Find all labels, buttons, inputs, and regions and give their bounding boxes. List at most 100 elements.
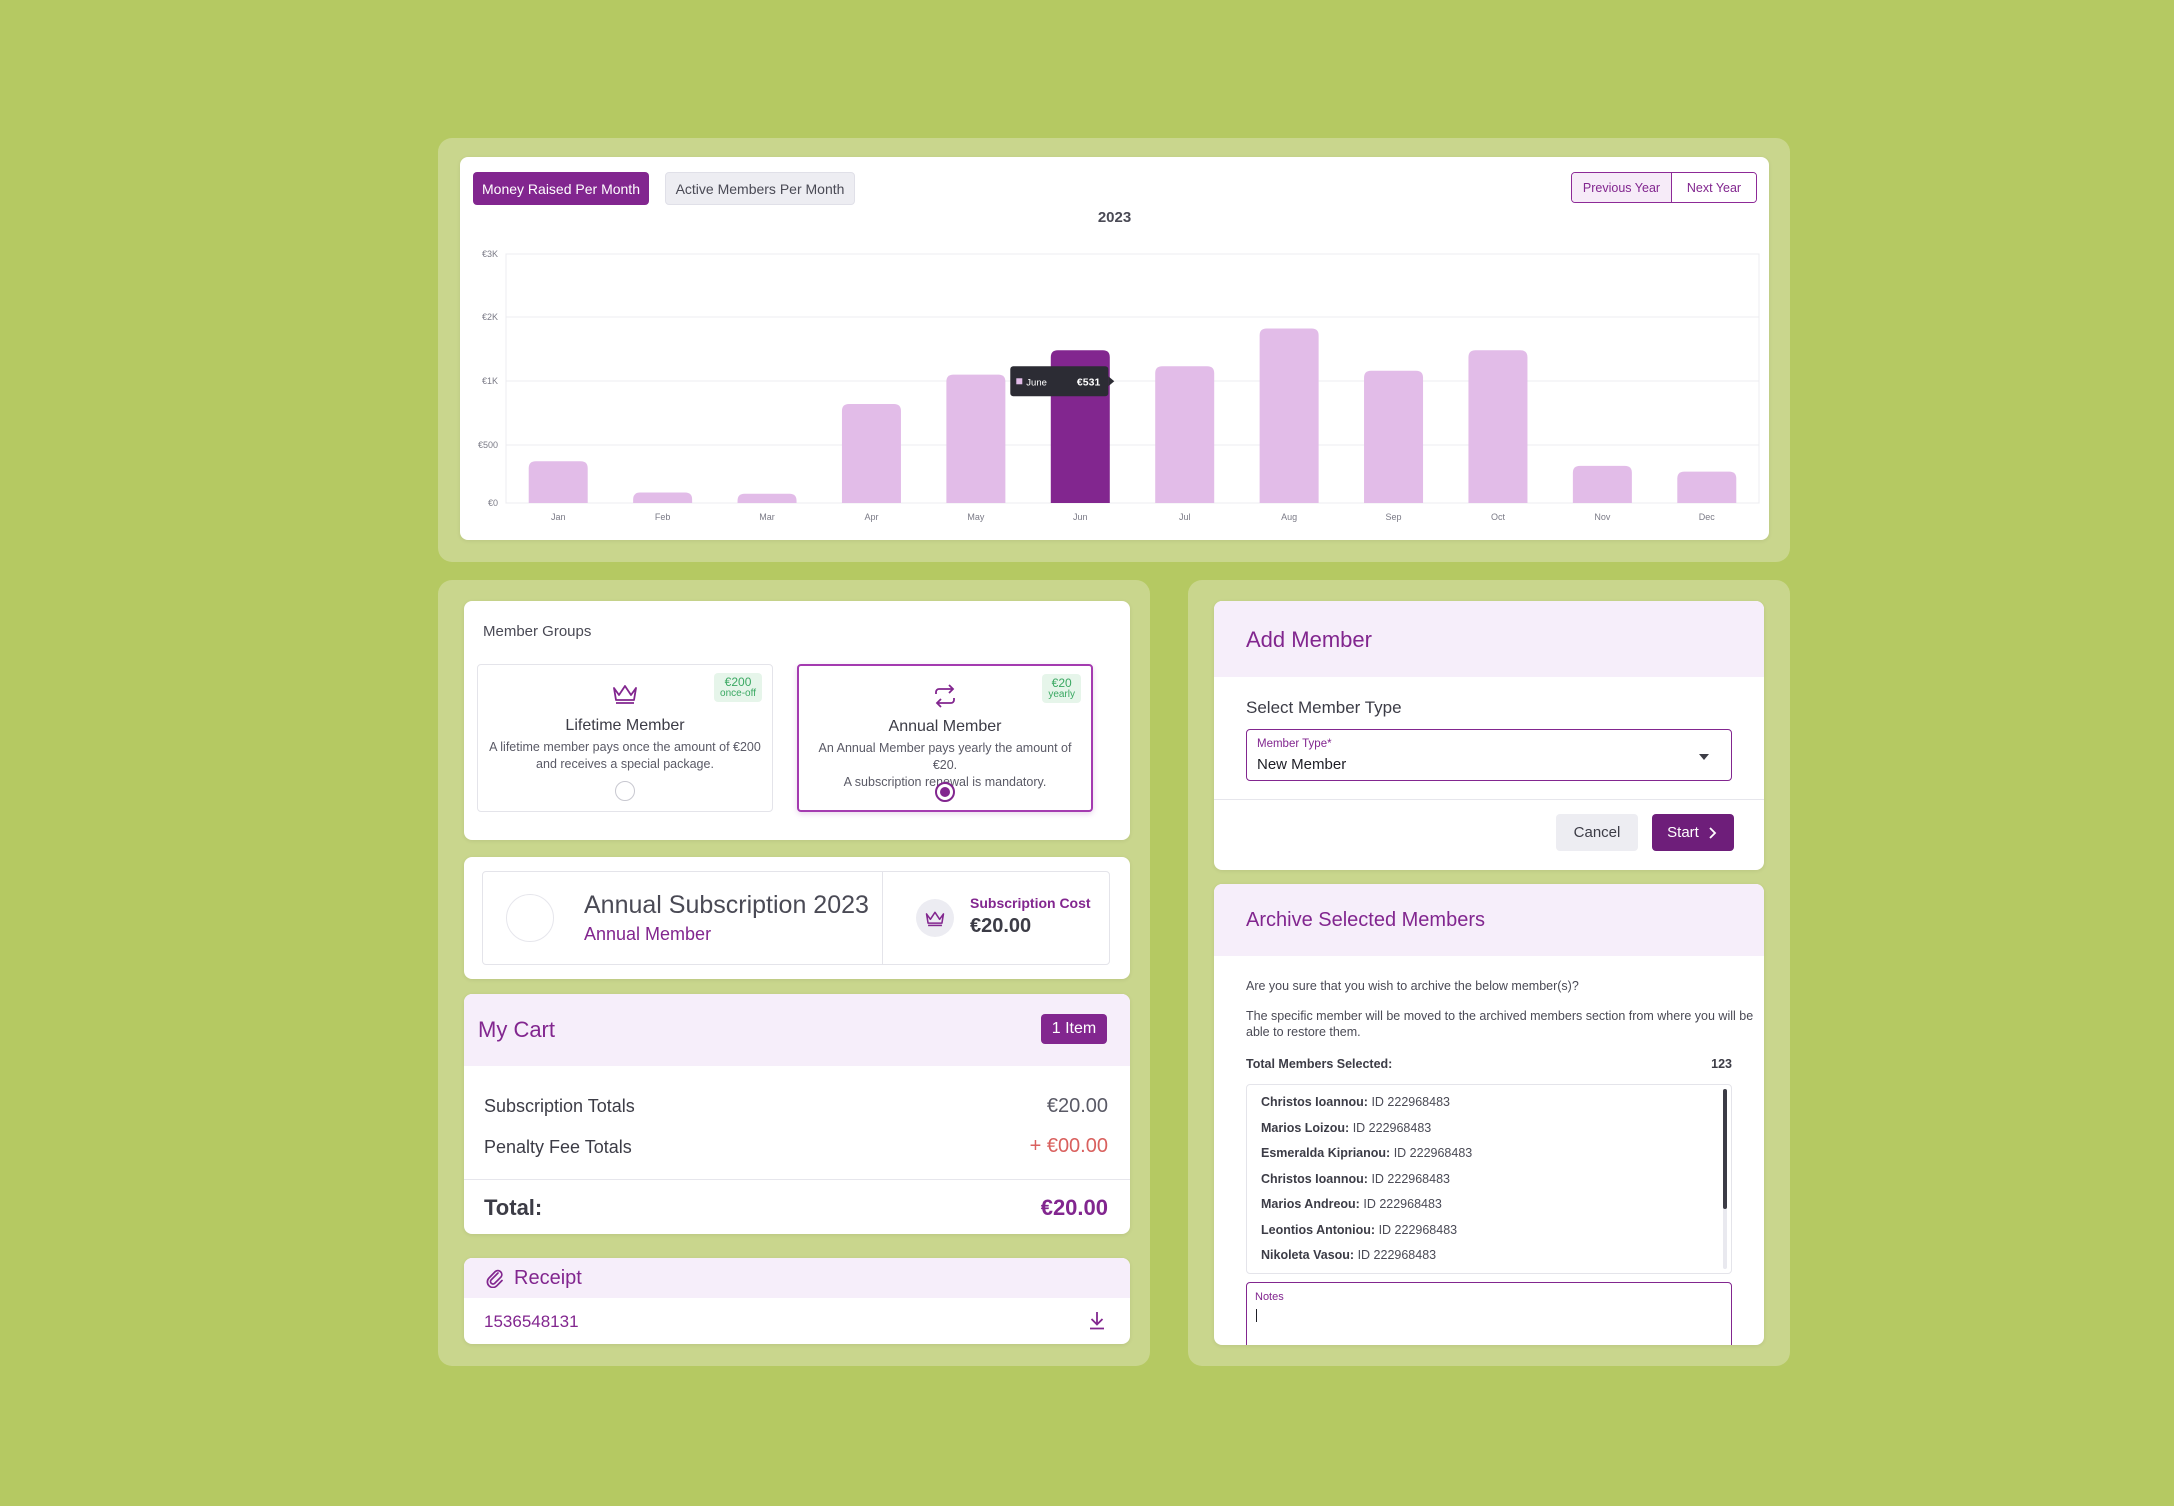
bar-mar	[737, 493, 797, 503]
member-id: ID 222968483	[1393, 1146, 1473, 1160]
select-member-type-heading: Select Member Type	[1246, 698, 1402, 717]
annual-member-title: Annual Member	[888, 718, 1002, 735]
lifetime-member-option[interactable]: €200 once-off Lifetime Member A lifetime…	[477, 664, 773, 812]
x-tick-label: Apr	[864, 512, 878, 522]
bar-may	[946, 374, 1006, 503]
scrollbar-thumb[interactable]	[1723, 1089, 1727, 1209]
x-tick-label: Jan	[551, 512, 566, 522]
member-id: ID 222968483	[1371, 1095, 1450, 1109]
list-item: Christos Ioannou: ID 222968483	[1261, 1172, 1450, 1186]
member-id: ID 222968483	[1378, 1223, 1458, 1237]
cancel-button[interactable]: Cancel	[1556, 814, 1638, 851]
list-item: Marios Loizou: ID 222968483	[1261, 1121, 1431, 1135]
subscription-card: Annual Subscription 2023 Annual Member S…	[464, 857, 1130, 979]
cart-total-label: Total:	[484, 1195, 543, 1220]
add-member-header	[1214, 601, 1764, 677]
list-item: Nikoleta Vasou: ID 222968483	[1261, 1248, 1436, 1262]
member-id: ID 222968483	[1371, 1172, 1450, 1186]
member-name: Marios Loizou:	[1261, 1121, 1350, 1135]
member-name: Christos Ioannou:	[1261, 1095, 1368, 1109]
subscription-totals-value: €20.00	[1046, 1095, 1108, 1117]
receipt-card: Receipt 1536548131	[464, 1258, 1130, 1344]
member-name: Esmeralda Kiprianou:	[1261, 1146, 1391, 1160]
lifetime-period: once-off	[720, 687, 756, 699]
bar-chart: €0 €500 €1K €2K €3K Jan Feb Mar Apr May Jun Jul Aug S…	[478, 249, 1760, 522]
chart-card: Money Raised Per Month Active Members Pe…	[460, 157, 1769, 540]
receipt-header	[464, 1258, 1130, 1298]
bar-oct	[1468, 350, 1528, 503]
start-button[interactable]: Start	[1652, 814, 1734, 851]
tab-money-raised[interactable]: Money Raised Per Month	[473, 172, 649, 205]
member-groups-card: Member Groups €200 once-off Lifetime Mem…	[464, 601, 1130, 840]
lifetime-member-radio[interactable]	[615, 781, 635, 801]
subscription-cost-label: Subscription Cost	[970, 895, 1091, 911]
crown-icon	[916, 899, 954, 937]
download-icon[interactable]	[1088, 1310, 1106, 1335]
y-tick-label: €1K	[482, 376, 498, 386]
member-type-select[interactable]: Member Type* New Member	[1246, 729, 1732, 781]
member-id: ID 222968483	[1357, 1248, 1437, 1262]
receipt-title: Receipt	[514, 1267, 582, 1289]
archive-question: Are you sure that you wish to archive th…	[1246, 979, 1579, 993]
cart-title: My Cart	[478, 1017, 555, 1042]
tooltip-value: €531	[1077, 376, 1101, 388]
annual-member-radio[interactable]	[935, 782, 955, 802]
subscription-type: Annual Member	[584, 924, 712, 944]
x-tick-label: Sep	[1386, 512, 1402, 522]
receipt-number[interactable]: 1536548131	[484, 1312, 579, 1331]
penalty-fee-label: Penalty Fee Totals	[484, 1137, 632, 1157]
repeat-icon	[799, 684, 1091, 713]
member-name: Nikoleta Vasou:	[1261, 1248, 1355, 1262]
annual-desc-line1: An Annual Member pays yearly the amount …	[818, 741, 1072, 772]
lifetime-desc-line1: A lifetime member pays once the amount o…	[489, 740, 761, 754]
member-name: Marios Andreou:	[1261, 1197, 1360, 1211]
bar-jan	[528, 461, 588, 503]
y-tick-label: €500	[478, 440, 498, 450]
tooltip	[1010, 366, 1109, 397]
annual-price-badge: €20 yearly	[1042, 674, 1081, 704]
member-name: Leontios Antoniou:	[1261, 1223, 1376, 1237]
subscription-totals-label: Subscription Totals	[484, 1096, 635, 1116]
year-toggle: Previous Year Next Year	[1571, 172, 1757, 203]
tooltip-label: June	[1026, 377, 1047, 388]
subscription-cost-value: €20.00	[970, 915, 1032, 937]
penalty-fee-value: + €00.00	[1029, 1135, 1108, 1157]
lifetime-price-badge: €200 once-off	[714, 673, 762, 703]
bar-nov	[1572, 465, 1632, 503]
cart-card: My Cart 1 Item Subscription Totals €20.0…	[464, 994, 1130, 1234]
bar-sep	[1364, 370, 1424, 503]
list-item: Leontios Antoniou: ID 222968483	[1261, 1223, 1457, 1237]
list-item: Esmeralda Kiprianou: ID 222968483	[1261, 1146, 1472, 1160]
selected-members-list[interactable]: Christos Ioannou: ID 222968483 Marios Lo…	[1246, 1084, 1732, 1274]
caret-down-icon	[1699, 754, 1709, 760]
subscription-title: Annual Subscription 2023	[584, 891, 869, 919]
member-type-value: New Member	[1257, 756, 1347, 773]
y-tick-label: €3K	[482, 249, 498, 259]
crown-icon	[478, 683, 772, 710]
notes-textarea[interactable]: Notes	[1246, 1282, 1732, 1345]
member-type-label: Member Type*	[1257, 738, 1332, 750]
lifetime-desc-line2: and receives a special package.	[536, 757, 714, 771]
tab-active-members[interactable]: Active Members Per Month	[665, 172, 855, 205]
x-tick-label: Jul	[1179, 512, 1191, 522]
lifetime-member-description: A lifetime member pays once the amount o…	[488, 739, 762, 773]
start-button-label: Start	[1667, 824, 1699, 841]
x-tick-label: Mar	[759, 512, 775, 522]
bar-feb	[633, 492, 693, 503]
x-tick-label: May	[967, 512, 985, 522]
chart-title: 2023	[1097, 209, 1132, 226]
bar-aug	[1259, 328, 1319, 503]
list-item: Marios Andreou: ID 222968483	[1261, 1197, 1442, 1211]
plot-frame	[505, 253, 1760, 504]
check-circle-icon	[506, 894, 554, 942]
y-tick-label: €2K	[482, 312, 498, 322]
cart-divider	[464, 1179, 1130, 1180]
next-year-button[interactable]: Next Year	[1672, 173, 1756, 202]
total-members-label: Total Members Selected:	[1246, 1057, 1393, 1071]
lifetime-member-title: Lifetime Member	[565, 717, 685, 734]
tooltip-swatch	[1016, 378, 1023, 385]
annual-member-option[interactable]: €20 yearly Annual Member An Annual Membe…	[797, 664, 1093, 812]
x-tick-label: Jun	[1073, 512, 1088, 522]
previous-year-button[interactable]: Previous Year	[1572, 173, 1672, 202]
lifetime-price: €200	[724, 675, 752, 689]
